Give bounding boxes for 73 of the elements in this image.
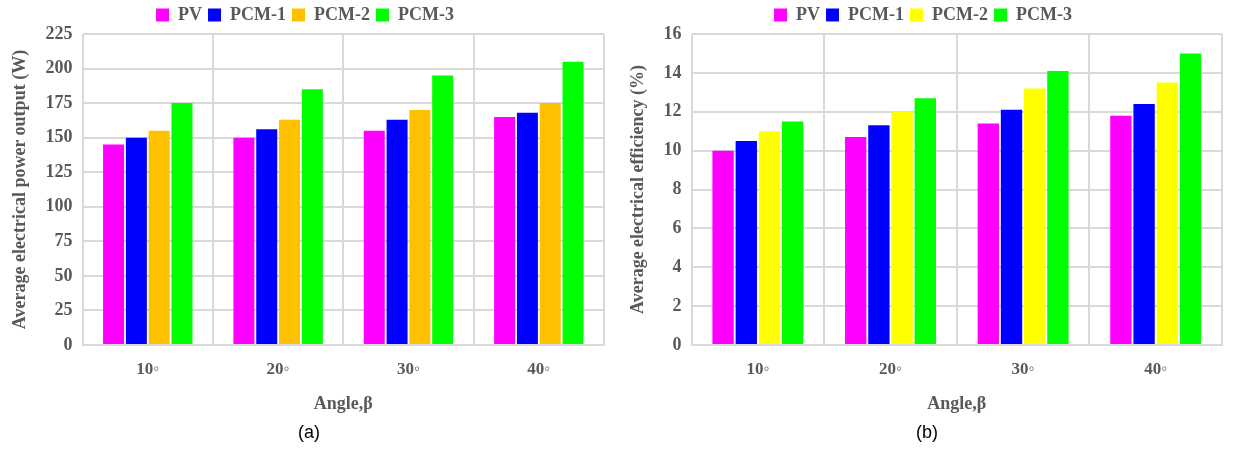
bar: [279, 119, 301, 344]
y-tick-label: 16: [663, 22, 682, 43]
bar: [516, 112, 538, 344]
bar: [494, 116, 516, 344]
bar: [914, 98, 936, 344]
y-tick-label: 0: [672, 333, 682, 354]
bar: [1000, 109, 1023, 344]
y-tick-label: 200: [45, 57, 73, 78]
x-tick-label: 30◦: [1011, 358, 1035, 378]
bar: [103, 144, 125, 344]
y-tick-label: 50: [54, 264, 73, 285]
bar: [977, 123, 999, 344]
legend-label: PV: [178, 3, 203, 24]
legend-label: PCM-3: [397, 3, 454, 24]
x-axis-title: Angle,β: [313, 392, 373, 413]
text: (a): [297, 422, 321, 443]
bar: [1024, 88, 1046, 344]
y-tick-label: 175: [45, 91, 73, 112]
y-tick-label: 2: [672, 294, 682, 315]
x-tick-label: 20◦: [266, 358, 290, 378]
bar: [301, 89, 323, 344]
bar: [171, 103, 193, 344]
bar: [539, 103, 561, 344]
y-tick-label: 8: [672, 178, 682, 199]
y-tick-label: 25: [54, 299, 73, 320]
bar: [782, 121, 804, 344]
bar: [233, 137, 255, 344]
bar: [758, 131, 781, 344]
y-tick-label: 14: [663, 61, 682, 82]
y-axis-title: Average electrical efficiency (%): [627, 64, 649, 315]
y-tick-label: 100: [45, 195, 73, 216]
bar: [868, 125, 890, 344]
bar: [735, 140, 757, 344]
bar: [1156, 82, 1178, 344]
bar: [148, 130, 170, 344]
x-tick-label: 40◦: [527, 358, 551, 378]
legend-label: PV: [796, 3, 821, 24]
bar: [712, 150, 734, 344]
y-tick-label: 4: [672, 255, 682, 276]
y-tick-label: 12: [663, 100, 682, 121]
bar: [432, 75, 454, 344]
legend-label: PCM-3: [1015, 3, 1072, 24]
bar: [125, 137, 147, 344]
y-tick-label: 225: [45, 22, 73, 43]
legend-label: PCM-1: [230, 3, 287, 24]
bar: [363, 130, 385, 344]
bar: [845, 137, 867, 344]
y-axis-title: Average electrical power output (W): [9, 49, 31, 330]
bar: [256, 129, 278, 344]
bar: [409, 110, 431, 344]
bar: [1047, 70, 1069, 344]
x-tick-label: 40◦: [1144, 358, 1168, 378]
y-tick-label: 150: [45, 126, 73, 147]
bar: [891, 111, 913, 344]
bar: [386, 119, 408, 344]
y-tick-label: 75: [54, 229, 73, 250]
x-tick-label: 20◦: [878, 358, 903, 378]
bar: [1133, 103, 1155, 344]
text: (b): [915, 422, 939, 443]
x-tick-label: 10◦: [136, 358, 160, 378]
bar: [562, 61, 584, 344]
y-tick-label: 10: [663, 139, 682, 160]
y-tick-label: 6: [672, 217, 682, 238]
bar: [1110, 115, 1132, 344]
x-axis-title: Angle,β: [927, 392, 987, 413]
x-tick-label: 30◦: [396, 358, 420, 378]
legend-label: PCM-2: [932, 3, 988, 24]
y-tick-label: 125: [45, 160, 73, 181]
bar: [1179, 53, 1202, 344]
y-tick-label: 0: [63, 333, 73, 354]
legend-label: PCM-2: [314, 3, 370, 24]
legend-label: PCM-1: [848, 3, 905, 24]
x-tick-label: 10◦: [746, 358, 770, 378]
